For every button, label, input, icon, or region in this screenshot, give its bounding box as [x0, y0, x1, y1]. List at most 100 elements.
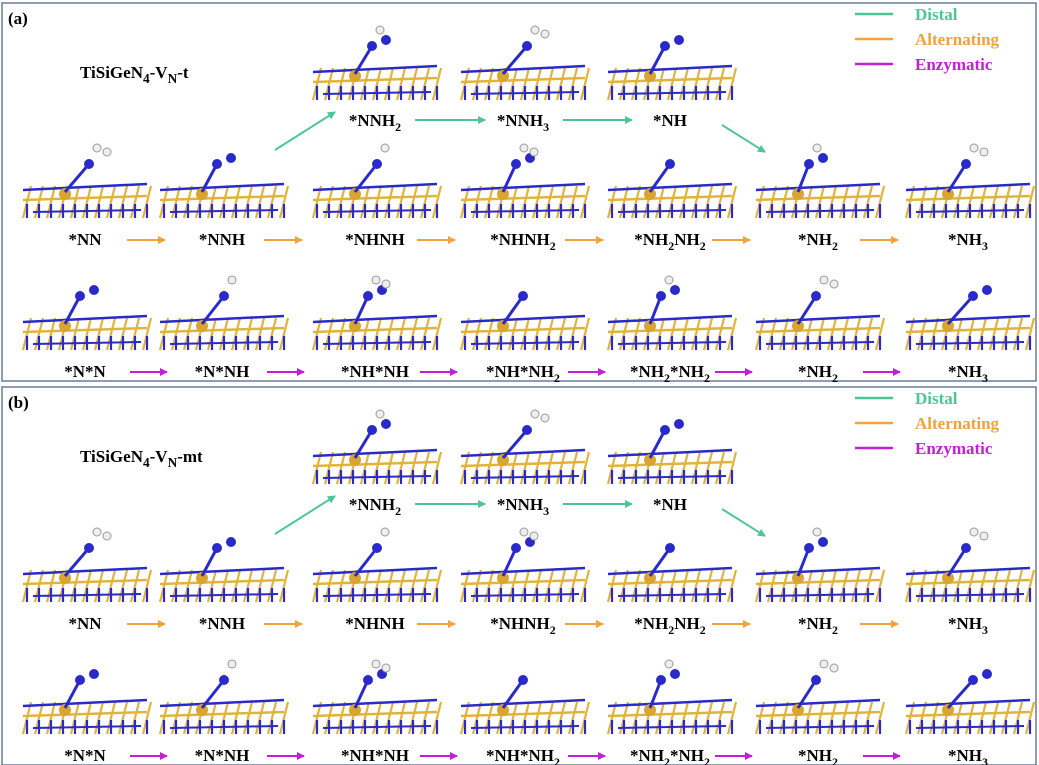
bond [906, 568, 1030, 574]
label: *NH2 [798, 746, 838, 765]
structure [756, 276, 884, 350]
bond [313, 700, 437, 706]
bond [756, 184, 880, 190]
atom [518, 675, 528, 685]
atom [811, 291, 821, 301]
label: *NNH [199, 230, 245, 249]
text-part: NH [674, 614, 700, 633]
label: *NHNH [345, 230, 405, 249]
bond [461, 462, 585, 466]
bond [906, 580, 1030, 584]
text-part: -V [150, 63, 169, 82]
bond [906, 196, 1030, 200]
bond [906, 316, 1030, 322]
bond [608, 712, 732, 716]
bond [313, 184, 437, 190]
atom [665, 276, 673, 284]
atom [968, 291, 978, 301]
subscript: 2 [700, 623, 706, 637]
label: *NH*NH [341, 746, 409, 765]
bond [906, 712, 1030, 716]
label: *NH2NH2 [634, 230, 705, 253]
atom [372, 660, 380, 668]
text-part: *NH [948, 362, 982, 381]
atom [530, 532, 538, 540]
bond [906, 328, 1030, 332]
atom [674, 419, 684, 429]
subscript: 3 [982, 239, 988, 253]
structure [23, 144, 151, 218]
structure [756, 528, 884, 602]
text-part: *NHNH [490, 614, 550, 633]
bond [608, 462, 732, 466]
label: *NH3 [948, 746, 988, 765]
atom [212, 159, 222, 169]
bond [608, 580, 732, 584]
atom [84, 159, 94, 169]
atom [961, 159, 971, 169]
text-part: *NH [670, 362, 704, 381]
subscript: 2 [832, 755, 838, 765]
atom [818, 153, 828, 163]
bond [461, 66, 585, 72]
atom [804, 543, 814, 553]
text-part: *NH [634, 614, 668, 633]
arrow [722, 509, 765, 536]
label: *NHNH [345, 614, 405, 633]
text-part: *NH*NH [341, 746, 409, 765]
atom [93, 528, 101, 536]
atom [970, 144, 978, 152]
label: TiSiGeN4-VN-mt [80, 447, 203, 470]
label: *NH [653, 111, 687, 130]
text-part: *NH [948, 746, 982, 765]
structure [313, 144, 441, 218]
atom [982, 669, 992, 679]
bond [461, 78, 585, 82]
text-part: *NNH [497, 495, 543, 514]
atom [382, 664, 390, 672]
subscript: 2 [550, 239, 556, 253]
atom [381, 419, 391, 429]
atom [541, 414, 549, 422]
bond [608, 196, 732, 200]
atom [382, 280, 390, 288]
text-part: NH [674, 230, 700, 249]
atom [381, 35, 391, 45]
structure [160, 276, 288, 350]
atom [804, 159, 814, 169]
atom [75, 291, 85, 301]
label: *NH*NH [341, 362, 409, 381]
bond [160, 328, 284, 332]
figure: (a)TiSiGeN4-VN-tDistalAlternatingEnzymat… [0, 0, 1039, 765]
text-part: *NH*NH [486, 746, 554, 765]
bond [160, 580, 284, 584]
legend-label: Enzymatic [915, 439, 993, 458]
atom [89, 285, 99, 295]
text-part: *NH [653, 111, 687, 130]
atom [531, 26, 539, 34]
subscript: 2 [550, 623, 556, 637]
structure [906, 528, 1034, 602]
atom [980, 532, 988, 540]
bond [756, 568, 880, 574]
text-part: -V [150, 447, 169, 466]
structure [906, 285, 1034, 350]
text-part: *NH [630, 362, 664, 381]
bond [313, 580, 437, 584]
structure [461, 675, 589, 734]
panel-tag: (b) [8, 393, 29, 412]
atom [367, 425, 377, 435]
label: *NH*NH2 [486, 746, 560, 765]
legend-label: Distal [915, 5, 958, 24]
bond [313, 568, 437, 574]
subscript: 3 [543, 504, 549, 518]
atom [670, 285, 680, 295]
text-part: *NH [670, 746, 704, 765]
atom [674, 35, 684, 45]
structure [160, 660, 288, 734]
label: *N*NH [195, 746, 250, 765]
panel-tag: (a) [8, 9, 28, 28]
atom [226, 537, 236, 547]
bond [756, 196, 880, 200]
label: *NH3 [948, 614, 988, 637]
